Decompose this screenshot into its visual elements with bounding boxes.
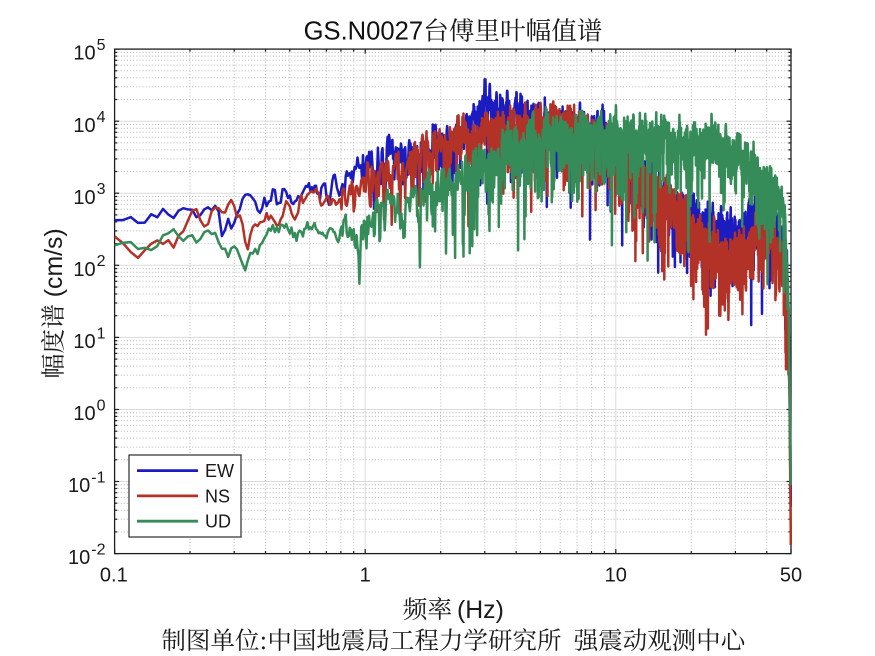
svg-text:0.1: 0.1: [100, 565, 128, 587]
svg-text:0: 0: [97, 397, 106, 414]
svg-text:-2: -2: [91, 542, 105, 559]
svg-text:50: 50: [780, 565, 802, 587]
svg-text:10: 10: [605, 565, 627, 587]
svg-text:(cm/s): (cm/s): [41, 228, 68, 297]
svg-text:10: 10: [73, 259, 95, 281]
svg-text:10: 10: [73, 187, 95, 209]
svg-text:10: 10: [73, 115, 95, 137]
svg-text:2: 2: [97, 253, 106, 270]
svg-text:10: 10: [73, 331, 95, 353]
svg-text:10: 10: [73, 403, 95, 425]
svg-text:10: 10: [68, 475, 90, 497]
svg-text:-1: -1: [91, 469, 105, 486]
svg-text:(Hz): (Hz): [457, 597, 504, 624]
svg-text:1: 1: [360, 565, 371, 587]
svg-text:NS: NS: [205, 486, 230, 506]
svg-text:10: 10: [73, 43, 95, 65]
svg-text:5: 5: [97, 37, 106, 54]
svg-text:UD: UD: [205, 512, 231, 532]
svg-text:4: 4: [97, 109, 106, 126]
svg-text:3: 3: [97, 181, 106, 198]
svg-text:EW: EW: [205, 461, 234, 481]
svg-text:GS.N0027: GS.N0027: [304, 18, 424, 46]
svg-text:10: 10: [68, 547, 90, 569]
svg-text:1: 1: [97, 325, 106, 342]
